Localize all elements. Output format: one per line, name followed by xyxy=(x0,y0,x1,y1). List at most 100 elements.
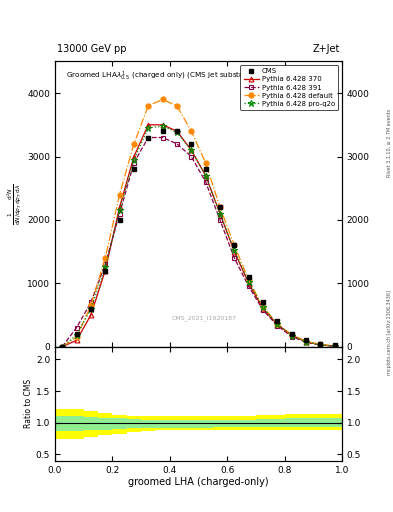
Pythia 6.428 391 xyxy=(246,284,251,290)
X-axis label: groomed LHA (charged-only): groomed LHA (charged-only) xyxy=(128,477,269,487)
Pythia 6.428 370 xyxy=(174,128,179,134)
Pythia 6.428 391 xyxy=(275,323,280,329)
Pythia 6.428 370 xyxy=(146,122,151,128)
Pythia 6.428 pro-q2o xyxy=(203,173,208,179)
Pythia 6.428 370 xyxy=(117,204,122,210)
Pythia 6.428 pro-q2o xyxy=(275,321,280,327)
Pythia 6.428 391 xyxy=(318,342,323,348)
Legend: CMS, Pythia 6.428 370, Pythia 6.428 391, Pythia 6.428 default, Pythia 6.428 pro-: CMS, Pythia 6.428 370, Pythia 6.428 391,… xyxy=(240,65,338,110)
Pythia 6.428 391 xyxy=(60,344,64,350)
Pythia 6.428 pro-q2o xyxy=(289,332,294,338)
Text: Groomed LHA$\lambda^{1}_{0.5}$ (charged only) (CMS jet substructure): Groomed LHA$\lambda^{1}_{0.5}$ (charged … xyxy=(66,70,270,83)
CMS xyxy=(60,344,64,350)
Pythia 6.428 pro-q2o xyxy=(74,332,79,338)
Pythia 6.428 default xyxy=(304,338,309,345)
CMS xyxy=(88,306,93,312)
Pythia 6.428 370 xyxy=(74,337,79,344)
Pythia 6.428 370 xyxy=(103,268,108,274)
Pythia 6.428 391 xyxy=(261,307,265,313)
CMS xyxy=(174,128,179,134)
Pythia 6.428 default xyxy=(146,103,151,109)
Pythia 6.428 default xyxy=(117,191,122,198)
Pythia 6.428 pro-q2o xyxy=(218,210,222,217)
Pythia 6.428 pro-q2o xyxy=(117,207,122,214)
Pythia 6.428 default xyxy=(246,277,251,283)
CMS xyxy=(218,204,222,210)
Pythia 6.428 370 xyxy=(246,280,251,286)
Pythia 6.428 pro-q2o xyxy=(88,306,93,312)
Pythia 6.428 default xyxy=(332,343,337,349)
Text: 13000 GeV pp: 13000 GeV pp xyxy=(57,44,127,54)
Pythia 6.428 370 xyxy=(218,210,222,217)
Pythia 6.428 default xyxy=(132,141,136,147)
Pythia 6.428 default xyxy=(261,304,265,310)
Pythia 6.428 370 xyxy=(132,154,136,160)
Pythia 6.428 default xyxy=(232,242,237,248)
CMS xyxy=(304,337,309,344)
Pythia 6.428 370 xyxy=(203,173,208,179)
Pythia 6.428 391 xyxy=(203,179,208,185)
Pythia 6.428 pro-q2o xyxy=(246,279,251,285)
Pythia 6.428 pro-q2o xyxy=(60,344,64,350)
CMS xyxy=(275,318,280,325)
Pythia 6.428 370 xyxy=(261,306,265,312)
Pythia 6.428 370 xyxy=(289,332,294,338)
Line: Pythia 6.428 391: Pythia 6.428 391 xyxy=(60,135,337,349)
CMS xyxy=(203,166,208,172)
Pythia 6.428 pro-q2o xyxy=(189,147,194,153)
Line: Pythia 6.428 pro-q2o: Pythia 6.428 pro-q2o xyxy=(59,123,338,350)
Pythia 6.428 default xyxy=(275,321,280,327)
Pythia 6.428 default xyxy=(218,204,222,210)
CMS xyxy=(160,128,165,134)
Pythia 6.428 370 xyxy=(275,322,280,328)
Line: Pythia 6.428 370: Pythia 6.428 370 xyxy=(60,122,337,349)
CMS xyxy=(146,135,151,141)
Y-axis label: Ratio to CMS: Ratio to CMS xyxy=(24,379,33,429)
Pythia 6.428 pro-q2o xyxy=(174,130,179,136)
Pythia 6.428 370 xyxy=(318,342,323,348)
Pythia 6.428 370 xyxy=(189,147,194,153)
Pythia 6.428 pro-q2o xyxy=(232,247,237,253)
CMS xyxy=(289,331,294,337)
Pythia 6.428 391 xyxy=(304,339,309,345)
Text: CMS_2021_I1920187: CMS_2021_I1920187 xyxy=(172,315,237,321)
Pythia 6.428 default xyxy=(103,255,108,261)
Pythia 6.428 default xyxy=(160,96,165,102)
CMS xyxy=(246,274,251,280)
Pythia 6.428 370 xyxy=(60,344,64,350)
Line: Pythia 6.428 default: Pythia 6.428 default xyxy=(60,97,337,349)
Pythia 6.428 default xyxy=(174,103,179,109)
CMS xyxy=(103,268,108,274)
Pythia 6.428 default xyxy=(88,303,93,309)
Pythia 6.428 391 xyxy=(146,135,151,141)
Text: Z+Jet: Z+Jet xyxy=(312,44,340,54)
CMS xyxy=(332,343,337,349)
CMS xyxy=(117,217,122,223)
CMS xyxy=(132,166,136,172)
Pythia 6.428 391 xyxy=(103,261,108,267)
CMS xyxy=(232,242,237,248)
Pythia 6.428 pro-q2o xyxy=(304,338,309,345)
Pythia 6.428 default xyxy=(189,128,194,134)
Pythia 6.428 default xyxy=(60,344,64,350)
Pythia 6.428 370 xyxy=(332,343,337,349)
Pythia 6.428 default xyxy=(74,334,79,340)
Pythia 6.428 default xyxy=(203,160,208,166)
Pythia 6.428 default xyxy=(289,332,294,338)
Pythia 6.428 370 xyxy=(304,338,309,345)
Pythia 6.428 391 xyxy=(289,333,294,339)
Pythia 6.428 391 xyxy=(332,343,337,349)
Pythia 6.428 391 xyxy=(174,141,179,147)
Pythia 6.428 391 xyxy=(160,135,165,141)
Pythia 6.428 pro-q2o xyxy=(318,342,323,348)
Pythia 6.428 391 xyxy=(189,154,194,160)
Pythia 6.428 pro-q2o xyxy=(261,304,265,310)
CMS xyxy=(74,331,79,337)
Line: CMS: CMS xyxy=(60,129,337,349)
Pythia 6.428 pro-q2o xyxy=(132,157,136,163)
Pythia 6.428 default xyxy=(318,342,323,348)
Pythia 6.428 pro-q2o xyxy=(332,343,337,349)
Pythia 6.428 pro-q2o xyxy=(103,264,108,270)
Pythia 6.428 391 xyxy=(74,325,79,331)
Pythia 6.428 391 xyxy=(88,299,93,305)
